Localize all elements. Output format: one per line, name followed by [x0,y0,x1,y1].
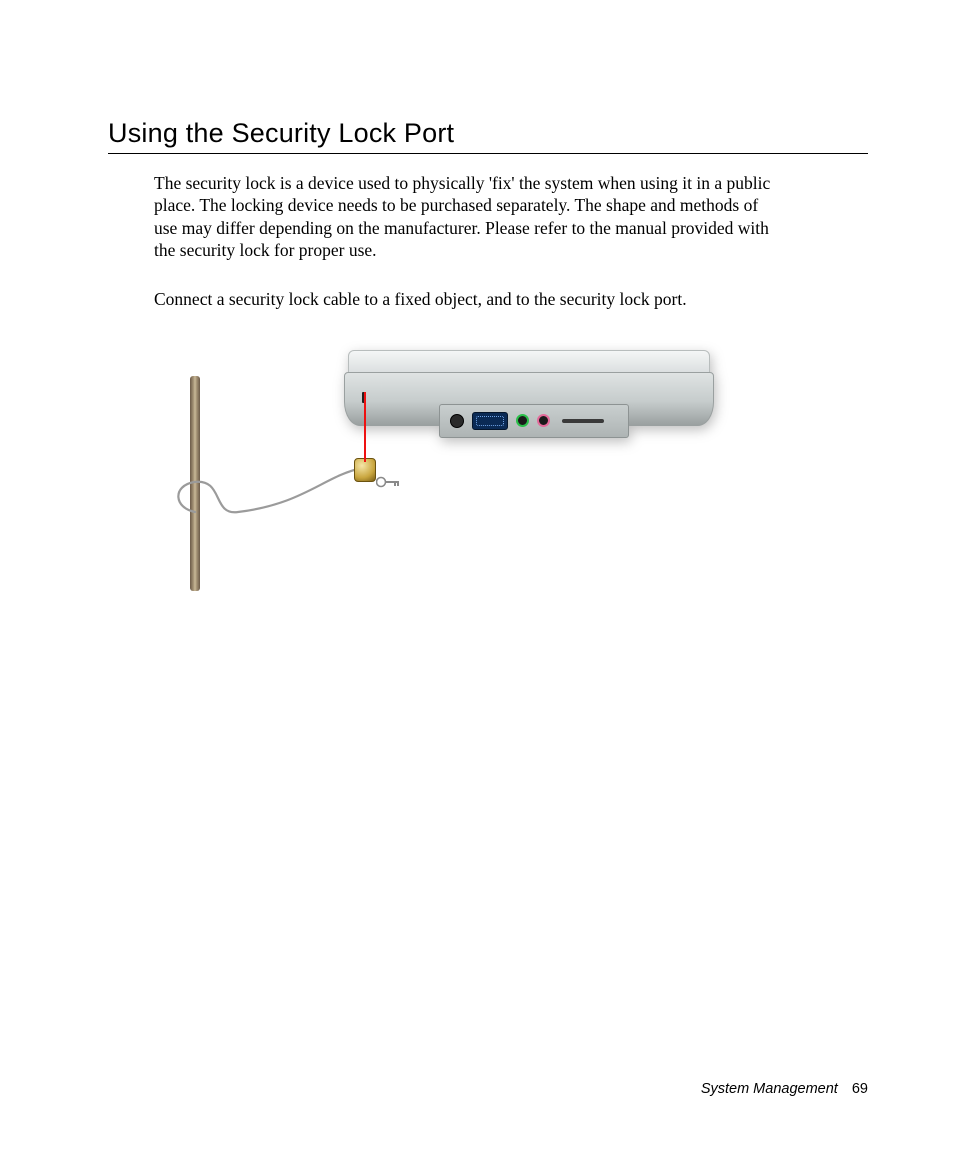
footer-page-number: 69 [852,1081,868,1097]
page-heading: Using the Security Lock Port [108,118,868,154]
paragraph-intro: The security lock is a device used to ph… [154,172,774,262]
audio-out-jack-icon [516,414,529,427]
vga-port-icon [472,412,508,430]
security-lock-figure [154,336,774,596]
laptop-illustration [344,350,714,432]
footer-section-label: System Management [701,1081,838,1097]
svideo-port-icon [450,414,464,428]
body-text-block: The security lock is a device used to ph… [154,172,774,310]
document-page: Using the Security Lock Port The securit… [0,0,954,1157]
indicator-line [364,392,366,462]
cable-path [178,468,362,512]
page-footer: System Management 69 [701,1081,868,1097]
vent-slot-icon [562,419,604,423]
mic-jack-icon [537,414,550,427]
rear-port-panel [439,404,629,438]
key-icon [376,476,402,488]
paragraph-instruction: Connect a security lock cable to a fixed… [154,288,774,310]
